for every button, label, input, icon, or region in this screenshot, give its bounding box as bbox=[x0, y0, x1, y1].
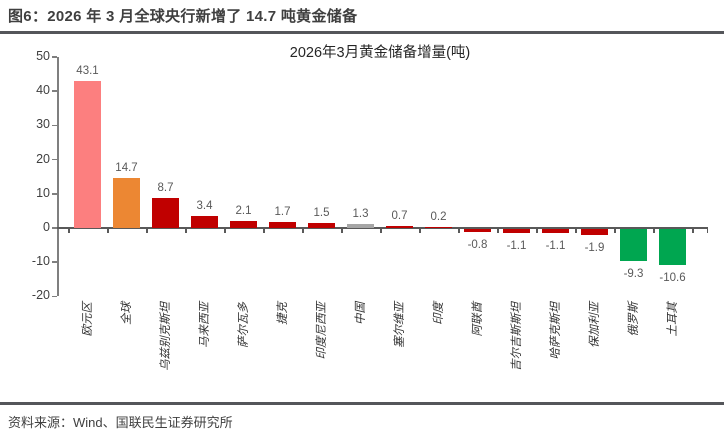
y-axis-tick bbox=[52, 295, 57, 298]
x-axis-label: 阿联酋 bbox=[471, 302, 484, 337]
x-axis-line bbox=[57, 227, 708, 229]
value-label: -10.6 bbox=[659, 272, 686, 284]
x-axis-label: 土耳其 bbox=[666, 302, 679, 337]
value-label: -1.1 bbox=[545, 240, 566, 252]
value-label: 43.1 bbox=[76, 65, 99, 77]
x-axis-end-tick bbox=[706, 228, 708, 233]
value-label: 8.7 bbox=[157, 182, 174, 194]
y-axis-tick bbox=[52, 56, 57, 58]
x-axis-tick bbox=[185, 228, 187, 233]
x-axis-tick bbox=[224, 228, 226, 233]
x-axis-tick bbox=[536, 228, 538, 233]
chart-bar bbox=[269, 222, 296, 228]
chart-bar bbox=[347, 224, 374, 228]
x-axis-tick bbox=[653, 228, 655, 233]
value-label: -0.8 bbox=[467, 239, 488, 251]
x-axis-tick bbox=[146, 228, 148, 233]
y-axis-tick bbox=[52, 193, 57, 195]
footer-divider bbox=[0, 402, 724, 405]
y-axis-label: -10 bbox=[31, 254, 50, 269]
chart-bar bbox=[620, 229, 647, 261]
x-axis-label: 印度尼西亚 bbox=[315, 302, 328, 360]
value-label: 0.7 bbox=[391, 210, 408, 222]
chart-title: 2026年3月黄金储备增量(吨) bbox=[289, 45, 471, 61]
chart-bar bbox=[581, 229, 608, 235]
value-label: -9.3 bbox=[623, 268, 644, 280]
x-axis-tick bbox=[380, 228, 382, 233]
x-axis-label: 塞尔维亚 bbox=[393, 302, 406, 348]
y-axis-label: -20 bbox=[31, 288, 50, 303]
x-axis-label: 萨尔瓦多 bbox=[237, 302, 250, 348]
y-axis-label: 50 bbox=[36, 49, 50, 63]
y-axis-tick bbox=[52, 158, 57, 161]
y-axis-label: 30 bbox=[36, 117, 50, 132]
figure-title: 图6：2026 年 3 月全球央行新增了 14.7 吨黄金储备 bbox=[8, 8, 358, 25]
value-label: -1.1 bbox=[506, 240, 527, 252]
x-axis-tick bbox=[263, 228, 265, 233]
chart-bar bbox=[152, 198, 179, 228]
header-divider bbox=[0, 31, 724, 34]
y-axis-line bbox=[57, 57, 59, 297]
x-axis-tick bbox=[68, 228, 70, 233]
y-axis-label: 40 bbox=[36, 83, 50, 98]
chart-bar bbox=[308, 223, 335, 228]
x-axis-tick bbox=[575, 228, 577, 233]
y-axis-label: 0 bbox=[43, 220, 50, 234]
x-axis-label: 乌兹别克斯坦 bbox=[159, 302, 172, 371]
chart-bar bbox=[386, 226, 413, 228]
x-axis-label: 全球 bbox=[120, 302, 133, 325]
x-axis-label: 吉尔吉斯斯坦 bbox=[510, 302, 523, 371]
source-note: 资料来源：Wind、国联民生证券研究所 bbox=[8, 415, 233, 430]
value-label: 1.5 bbox=[313, 207, 330, 219]
value-label: 1.7 bbox=[274, 206, 291, 218]
x-axis-label: 哈萨克斯坦 bbox=[549, 302, 562, 360]
x-axis-label: 印度 bbox=[432, 302, 445, 325]
value-label: 0.2 bbox=[430, 211, 447, 223]
x-axis-tick bbox=[458, 228, 460, 233]
x-axis-label: 中国 bbox=[354, 302, 367, 325]
x-axis-tick bbox=[419, 228, 421, 233]
x-axis-label: 保加利亚 bbox=[588, 302, 601, 348]
value-label: 3.4 bbox=[196, 200, 213, 212]
y-axis-tick bbox=[52, 90, 57, 92]
x-axis-tick bbox=[614, 228, 616, 233]
y-axis-tick bbox=[52, 227, 57, 229]
y-axis-label: 20 bbox=[36, 151, 50, 166]
x-axis-tick bbox=[341, 228, 343, 233]
chart-bar bbox=[230, 221, 257, 228]
x-axis-tick bbox=[497, 228, 499, 233]
chart-bar bbox=[425, 227, 452, 228]
value-label: -1.9 bbox=[584, 242, 605, 254]
x-axis-label: 俄罗斯 bbox=[627, 302, 640, 337]
chart-bar bbox=[113, 178, 140, 228]
chart-bar bbox=[659, 229, 686, 265]
value-label: 1.3 bbox=[352, 208, 369, 220]
y-axis-tick bbox=[52, 261, 57, 263]
x-axis-tick bbox=[302, 228, 304, 233]
x-axis-label: 捷克 bbox=[276, 302, 289, 325]
chart-bar bbox=[464, 229, 491, 232]
chart-bar bbox=[191, 216, 218, 228]
y-axis-tick bbox=[52, 124, 57, 127]
chart-bar bbox=[74, 81, 101, 228]
value-label: 14.7 bbox=[115, 162, 138, 174]
x-axis-label: 欧元区 bbox=[81, 302, 94, 337]
x-axis-tick bbox=[107, 228, 109, 233]
chart-bar bbox=[542, 229, 569, 233]
x-axis-label: 马来西亚 bbox=[198, 302, 211, 348]
value-label: 2.1 bbox=[235, 205, 252, 217]
x-axis-tick bbox=[692, 228, 694, 233]
chart-bar bbox=[503, 229, 530, 233]
y-axis-label: 10 bbox=[36, 185, 50, 200]
